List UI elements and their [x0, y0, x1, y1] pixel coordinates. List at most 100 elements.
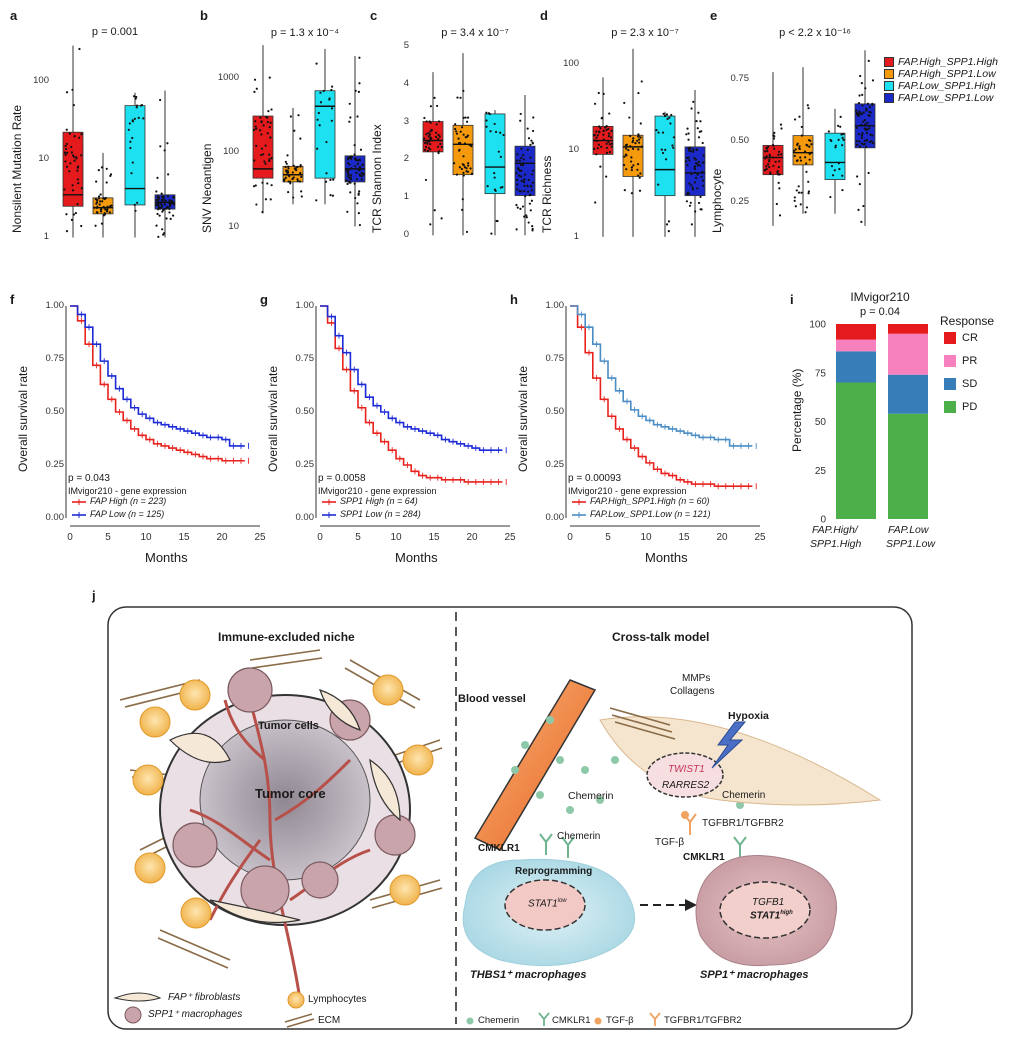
data-point: [298, 173, 301, 176]
data-point: [596, 147, 599, 150]
data-point: [348, 102, 351, 105]
data-point: [160, 192, 163, 195]
data-point: [156, 212, 159, 216]
data-point: [428, 133, 432, 136]
macrophage-legend-label: SPP1⁺ macrophages: [148, 1009, 243, 1020]
fibroblast-nucleus: [646, 752, 724, 798]
data-point: [433, 96, 436, 99]
data-point: [655, 128, 658, 132]
data-point: [862, 120, 865, 123]
data-point: [161, 196, 164, 199]
data-point: [530, 189, 533, 192]
panel-label-j: j: [92, 588, 96, 603]
data-point: [284, 176, 287, 179]
data-point: [260, 147, 264, 150]
x-tick-label: 25: [254, 532, 266, 543]
response-legend-entry: PD: [944, 401, 977, 413]
data-point: [607, 134, 610, 138]
data-point: [793, 154, 796, 158]
cmklr1-key-icon: [538, 1012, 550, 1026]
data-point: [287, 174, 290, 177]
data-point: [829, 195, 832, 199]
data-point: [427, 135, 430, 138]
data-point: [462, 133, 465, 136]
data-point: [164, 200, 167, 204]
panel-i-pvalue: p = 0.04: [859, 306, 901, 318]
data-point: [866, 128, 869, 131]
data-point: [262, 124, 265, 127]
data-point: [693, 165, 696, 168]
data-point: [350, 167, 353, 170]
data-point: [668, 116, 671, 119]
data-point: [425, 133, 428, 136]
data-point: [77, 181, 80, 185]
data-point: [64, 153, 67, 157]
data-point: [355, 178, 359, 181]
data-point: [640, 145, 644, 148]
data-point: [860, 136, 864, 139]
data-point: [465, 120, 469, 123]
data-point: [630, 166, 633, 169]
data-point: [692, 148, 695, 151]
tumor-vessels: [189, 699, 371, 1001]
data-point: [70, 218, 74, 221]
y-tick-label: 0.75: [295, 353, 315, 364]
data-point: [861, 93, 864, 96]
data-point: [527, 178, 530, 182]
data-point: [266, 182, 269, 185]
data-point: [793, 196, 796, 199]
data-point: [70, 151, 73, 154]
data-point: [857, 208, 860, 212]
data-point: [426, 149, 430, 153]
data-point: [63, 188, 66, 191]
data-point: [300, 175, 303, 178]
data-point: [531, 129, 535, 133]
data-point: [870, 139, 873, 143]
data-point: [330, 107, 334, 110]
y-tick-label: 0.25: [295, 459, 315, 470]
data-point: [357, 169, 360, 172]
data-point: [76, 169, 79, 172]
data-point: [515, 172, 518, 175]
data-point: [156, 200, 159, 203]
panel-label-c: c: [370, 8, 378, 23]
data-point: [437, 133, 440, 137]
data-point: [797, 191, 801, 194]
data-point: [686, 127, 689, 130]
data-point: [495, 219, 498, 223]
data-point: [855, 109, 858, 112]
data-point: [689, 147, 692, 150]
data-point: [807, 180, 810, 183]
data-point: [531, 229, 534, 232]
legend-entry: FAP.Low_SPP1.Low: [884, 92, 993, 104]
box-rect: [622, 134, 644, 177]
data-point: [103, 213, 107, 216]
data-point: [488, 112, 492, 116]
data-point: [525, 214, 528, 217]
data-point: [433, 209, 436, 212]
data-point: [284, 165, 287, 169]
data-point: [358, 158, 361, 161]
data-point: [102, 206, 106, 209]
x-tick-label: 10: [640, 532, 652, 543]
data-point: [807, 190, 811, 193]
data-point: [701, 161, 705, 164]
data-point: [697, 111, 700, 114]
data-point: [701, 179, 705, 182]
km-caption: IMvigor210 - gene expression: [568, 486, 687, 496]
data-point: [690, 223, 693, 226]
data-point: [700, 208, 703, 211]
data-point: [796, 159, 799, 162]
response-swatch: [944, 355, 956, 367]
data-point: [869, 111, 872, 114]
data-point: [497, 150, 500, 153]
data-point: [458, 148, 461, 151]
data-point: [65, 128, 68, 131]
data-point: [871, 134, 874, 137]
data-point: [529, 209, 532, 212]
data-point: [346, 182, 349, 186]
data-point: [78, 136, 81, 139]
tgfb-key-icon: [594, 1017, 602, 1025]
data-point: [461, 208, 464, 212]
data-point: [516, 206, 519, 209]
